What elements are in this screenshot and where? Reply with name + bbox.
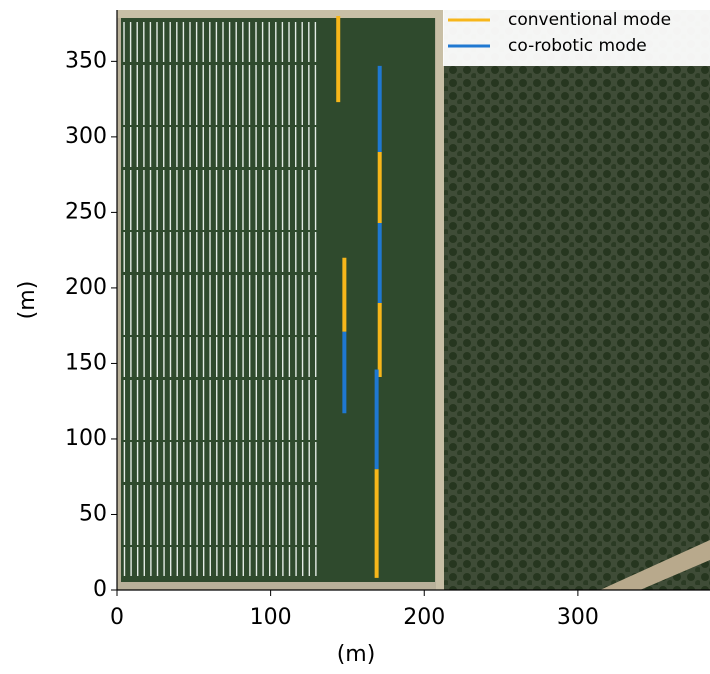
- y-tick-label: 50: [79, 501, 107, 526]
- x-tick-label: 0: [110, 605, 124, 630]
- x-axis-label: (m): [337, 642, 376, 667]
- y-axis-label: (m): [15, 281, 40, 320]
- chart: (m) (m) conventional mode co-robotic mode…: [0, 0, 710, 670]
- y-tick-label: 0: [93, 577, 107, 602]
- legend: conventional mode co-robotic mode: [443, 8, 710, 66]
- y-tick-label: 200: [65, 275, 107, 300]
- y-tick-label: 150: [65, 350, 107, 375]
- page: {"chart_data": {"type": "line", "xlabel"…: [0, 0, 710, 674]
- y-tick-label: 350: [65, 48, 107, 73]
- y-tick-label: 300: [65, 124, 107, 149]
- legend-label: conventional mode: [508, 10, 671, 30]
- x-tick-label: 300: [557, 605, 599, 630]
- x-tick-label: 100: [250, 605, 292, 630]
- aerial-image: [117, 10, 710, 590]
- y-tick-label: 100: [65, 426, 107, 451]
- y-tick-label: 250: [65, 199, 107, 224]
- x-tick-label: 200: [403, 605, 445, 630]
- legend-label: co-robotic mode: [508, 36, 647, 56]
